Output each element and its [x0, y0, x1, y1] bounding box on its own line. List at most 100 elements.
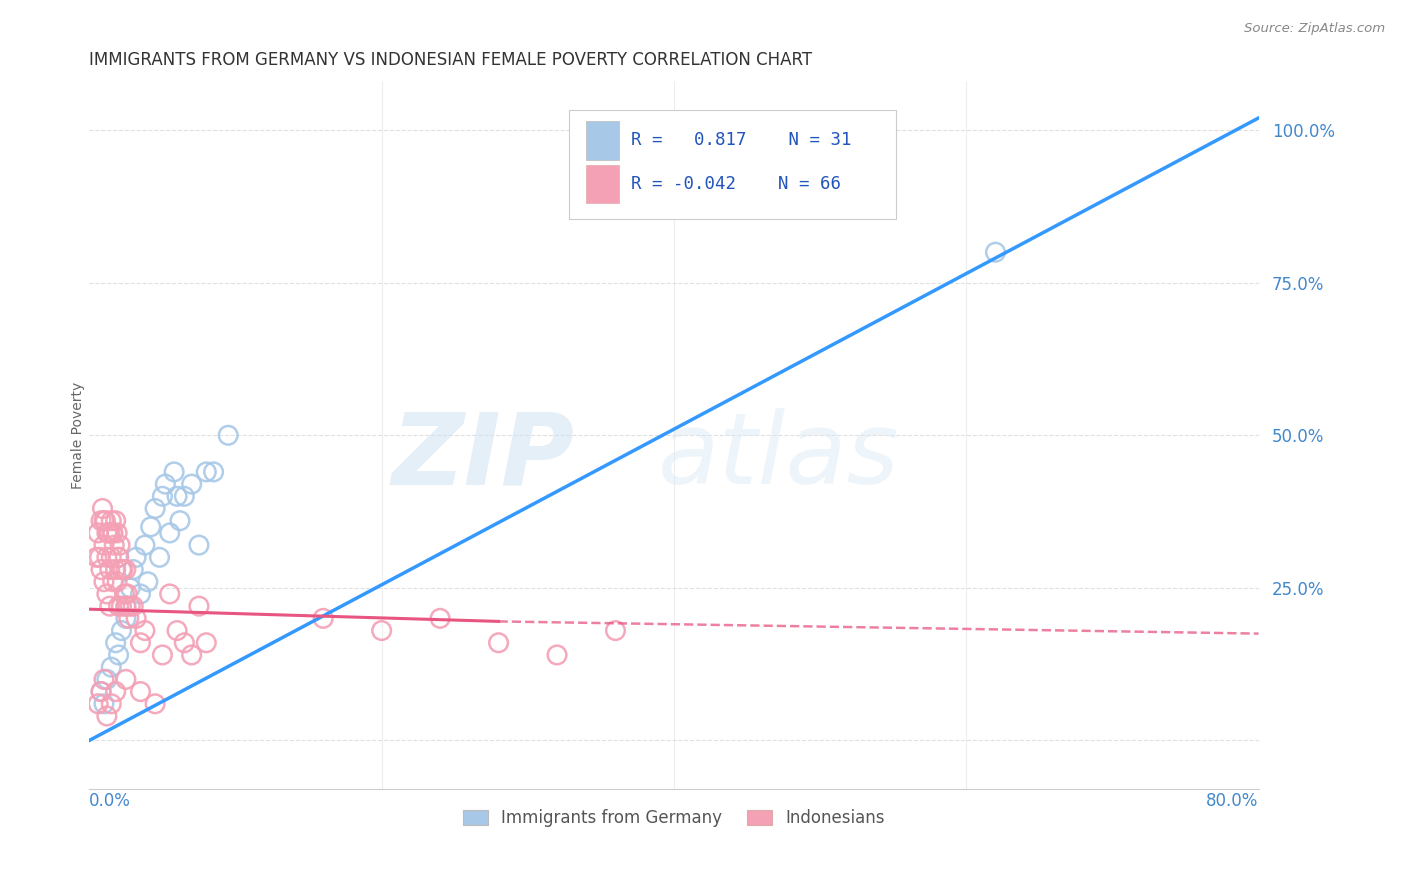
FancyBboxPatch shape [586, 164, 619, 203]
Point [143, 501, 166, 516]
Point [122, 562, 145, 576]
Point [195, 465, 218, 479]
Point [100, 550, 122, 565]
Point [105, 574, 128, 589]
Point [96, 550, 118, 565]
Point [98, 525, 121, 540]
Point [97, 525, 120, 540]
Point [173, 636, 195, 650]
Legend: Immigrants from Germany, Indonesians: Immigrants from Germany, Indonesians [456, 803, 891, 834]
Point [159, 525, 181, 540]
Point [195, 636, 218, 650]
Point [104, 684, 127, 698]
Point [110, 624, 132, 638]
Point [125, 550, 148, 565]
Point [605, 624, 627, 638]
Text: R = -0.042    N = 66: R = -0.042 N = 66 [631, 175, 841, 193]
Point [115, 599, 138, 614]
Point [110, 599, 132, 614]
Point [104, 636, 127, 650]
Point [125, 611, 148, 625]
Point [312, 611, 335, 625]
Point [115, 562, 138, 576]
Point [90, 514, 112, 528]
Point [87, 525, 110, 540]
FancyBboxPatch shape [586, 120, 619, 160]
Point [217, 428, 239, 442]
Point [89, 550, 111, 565]
Point [98, 599, 121, 614]
Point [115, 673, 138, 687]
Point [104, 562, 127, 576]
Point [90, 562, 112, 576]
Point [120, 581, 142, 595]
Point [180, 477, 202, 491]
Point [136, 574, 159, 589]
Point [370, 624, 392, 638]
Point [166, 624, 188, 638]
Point [129, 587, 152, 601]
Text: 80.0%: 80.0% [1206, 792, 1258, 810]
Text: R =   0.817    N = 31: R = 0.817 N = 31 [631, 131, 851, 149]
Point [169, 514, 191, 528]
Point [110, 562, 132, 576]
Point [984, 245, 1007, 260]
Point [101, 525, 124, 540]
FancyBboxPatch shape [569, 110, 896, 219]
Point [152, 648, 174, 662]
Point [107, 550, 129, 565]
Point [87, 697, 110, 711]
Point [112, 587, 135, 601]
Point [93, 673, 115, 687]
Text: 0.0%: 0.0% [90, 792, 131, 810]
Point [159, 587, 181, 601]
Point [96, 709, 118, 723]
Point [134, 624, 156, 638]
Point [155, 477, 177, 491]
Point [134, 538, 156, 552]
Point [93, 514, 115, 528]
Text: Source: ZipAtlas.com: Source: ZipAtlas.com [1244, 22, 1385, 36]
Point [93, 574, 115, 589]
Point [111, 562, 134, 576]
Point [101, 525, 124, 540]
Point [120, 599, 142, 614]
Point [115, 599, 138, 614]
Text: IMMIGRANTS FROM GERMANY VS INDONESIAN FEMALE POVERTY CORRELATION CHART: IMMIGRANTS FROM GERMANY VS INDONESIAN FE… [90, 51, 813, 69]
Point [546, 648, 568, 662]
Point [202, 465, 225, 479]
Point [143, 697, 166, 711]
Point [139, 520, 162, 534]
Point [118, 611, 141, 625]
Point [107, 648, 129, 662]
Point [122, 599, 145, 614]
Point [98, 562, 121, 576]
Point [93, 697, 115, 711]
Point [90, 684, 112, 698]
Point [107, 550, 129, 565]
Point [488, 636, 510, 650]
Point [129, 684, 152, 698]
Point [152, 489, 174, 503]
Point [100, 660, 122, 674]
Point [105, 525, 128, 540]
Point [429, 611, 451, 625]
Point [91, 501, 114, 516]
Point [96, 525, 118, 540]
Point [180, 648, 202, 662]
Point [107, 599, 129, 614]
Point [90, 684, 112, 698]
Point [93, 538, 115, 552]
Point [129, 636, 152, 650]
Text: atlas: atlas [658, 408, 900, 505]
Point [163, 465, 186, 479]
Point [100, 697, 122, 711]
Point [100, 514, 122, 528]
Point [173, 489, 195, 503]
Y-axis label: Female Poverty: Female Poverty [72, 382, 86, 489]
Point [166, 489, 188, 503]
Point [96, 673, 118, 687]
Point [101, 574, 124, 589]
Point [115, 611, 138, 625]
Point [96, 587, 118, 601]
